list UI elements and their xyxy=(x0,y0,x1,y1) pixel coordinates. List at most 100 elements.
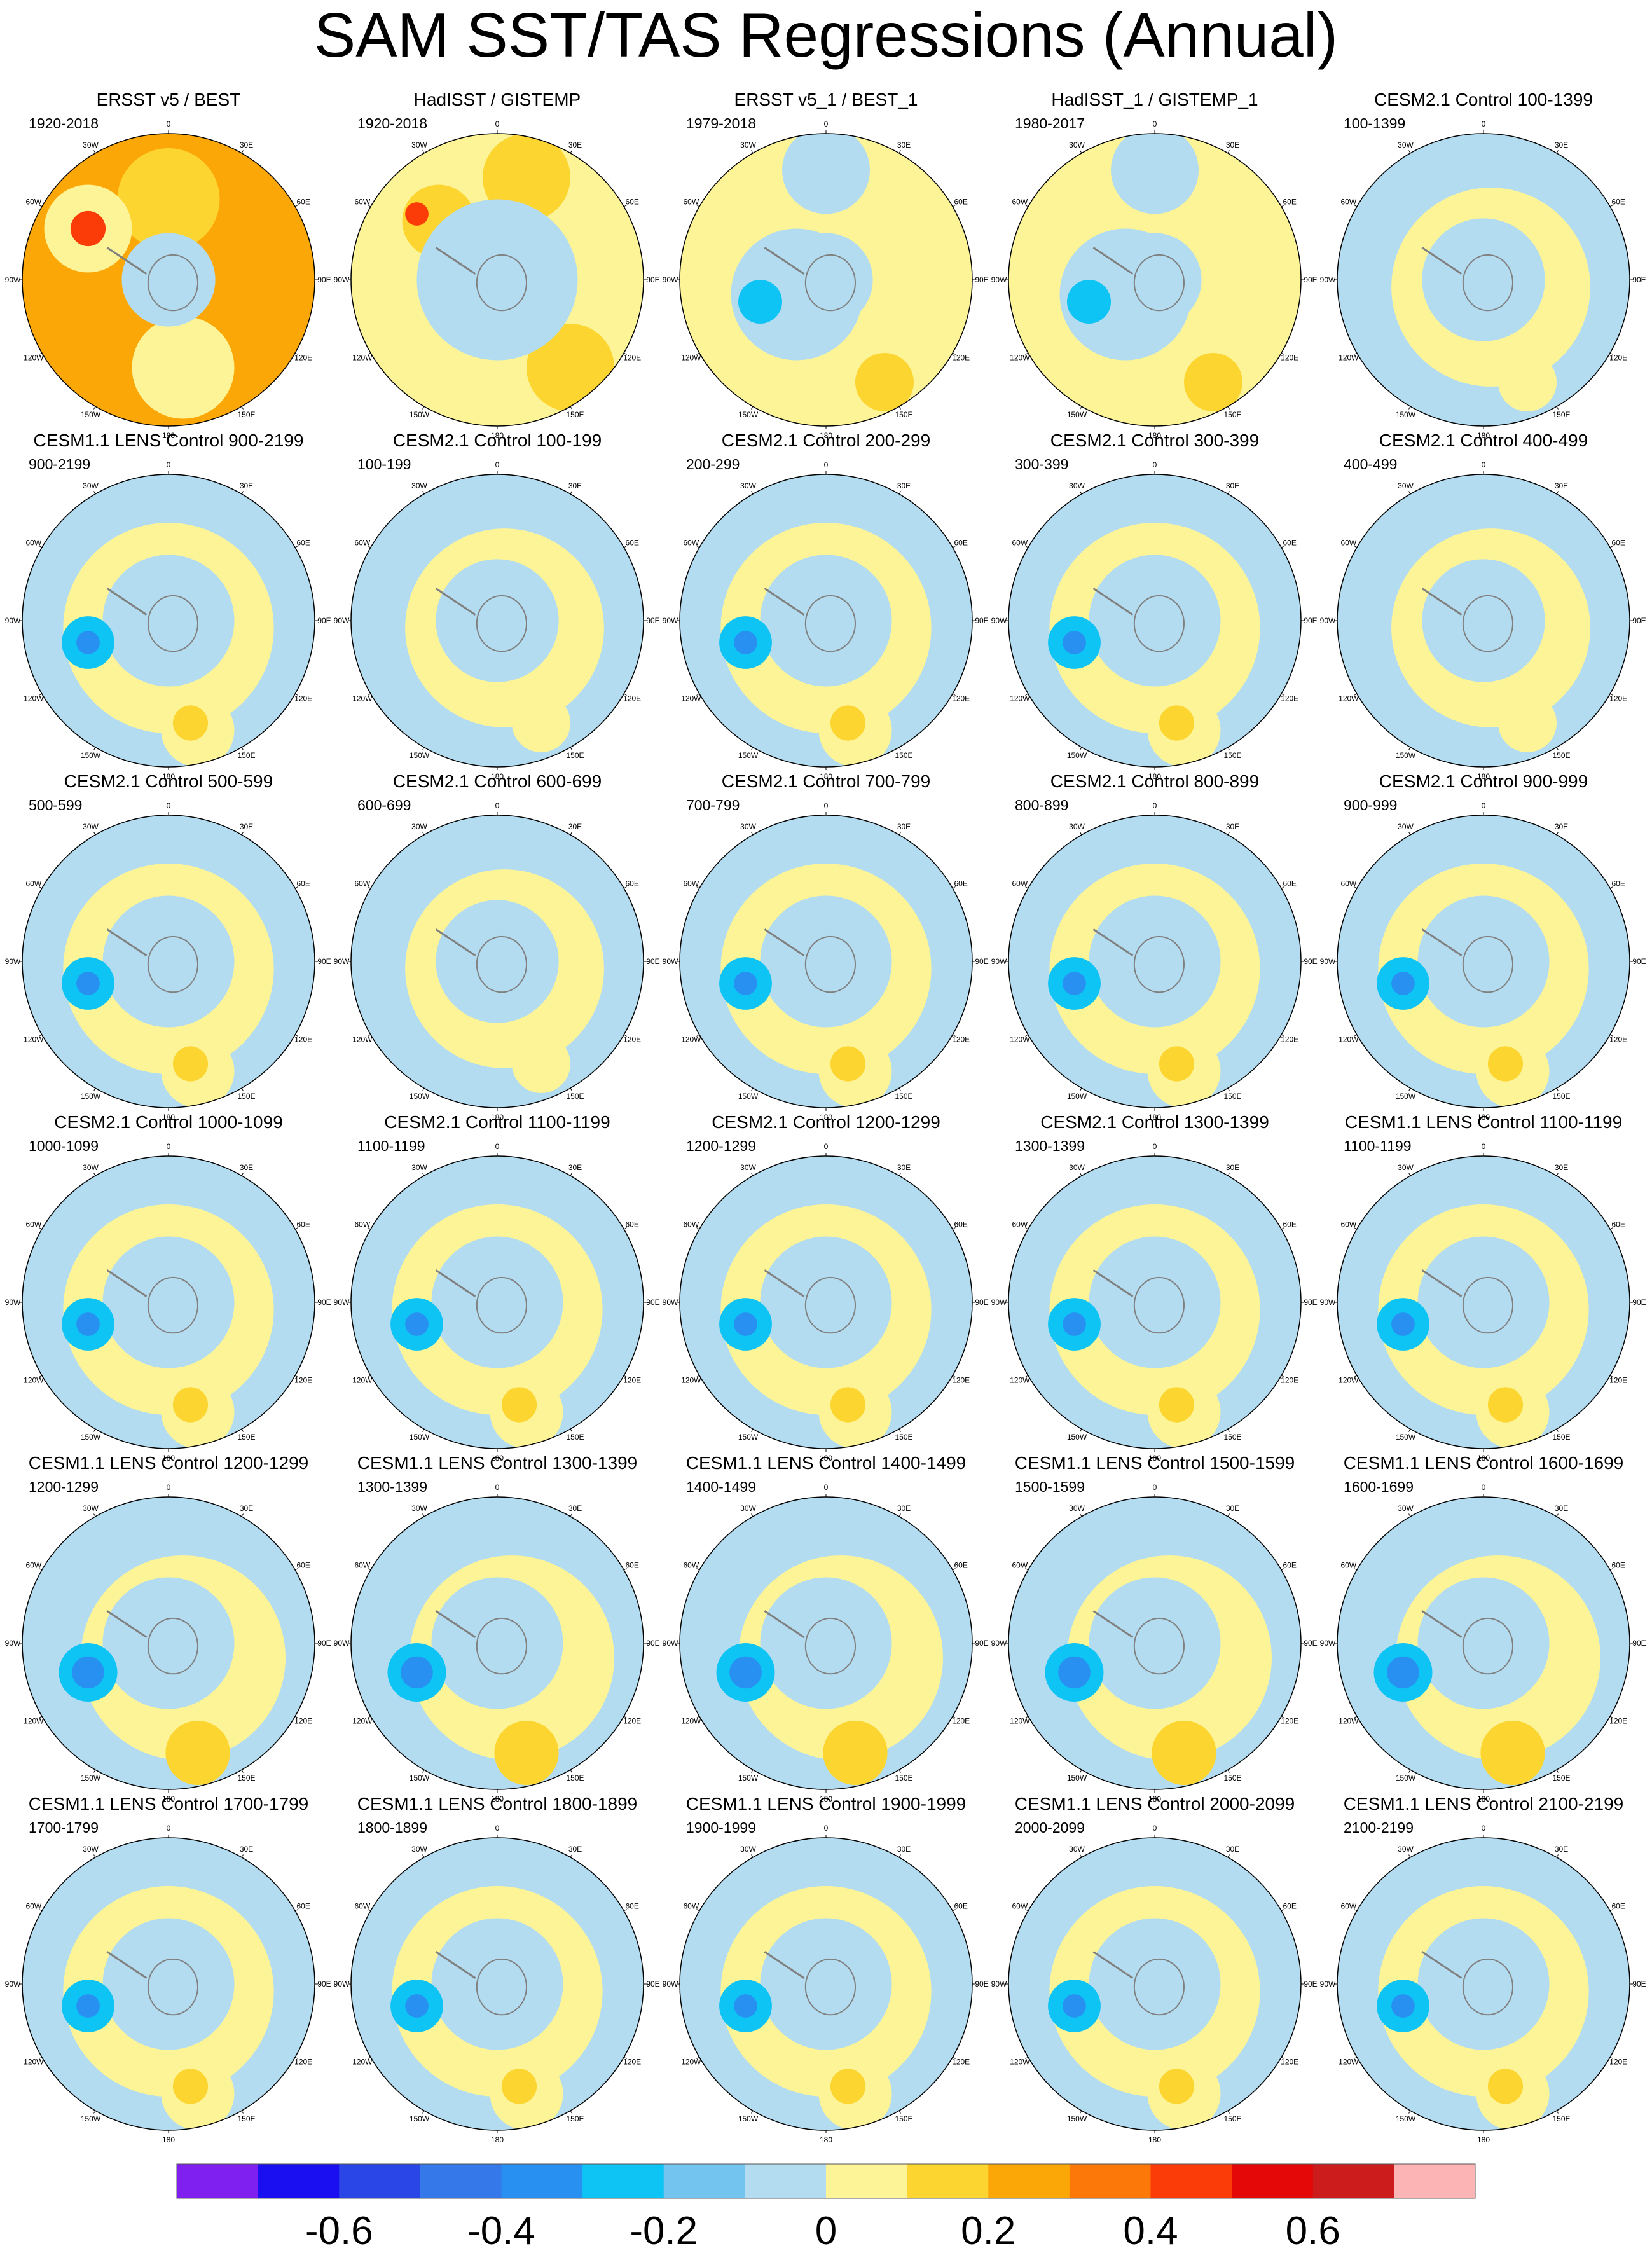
lon-label: 150E xyxy=(895,751,912,760)
anomaly-field xyxy=(1337,1838,1630,2130)
lon-label: 0 xyxy=(495,1142,500,1151)
lon-label: 30W xyxy=(1398,141,1414,149)
lon-tick xyxy=(1354,546,1358,548)
lon-tick xyxy=(1080,2110,1082,2114)
lon-label: 120E xyxy=(1609,2058,1627,2067)
panel-title: CESM2.1 Control 1200-1299 xyxy=(712,1112,940,1132)
lon-label: 30E xyxy=(1226,1845,1239,1854)
lon-label: 0 xyxy=(495,460,500,469)
lon-tick xyxy=(696,1227,700,1230)
lon-label: 60E xyxy=(954,879,967,888)
lon-label: 150E xyxy=(1223,410,1241,419)
lon-label: 120E xyxy=(952,694,970,703)
lon-tick xyxy=(570,406,572,410)
antarctica-outline xyxy=(476,935,528,993)
lon-tick xyxy=(1025,886,1029,889)
lon-label: 90E xyxy=(975,1298,988,1307)
anomaly-field xyxy=(1008,1497,1301,1789)
lon-label: 90W xyxy=(991,957,1007,966)
lon-label: 120E xyxy=(952,2058,970,2067)
lon-label: 60E xyxy=(1611,1561,1625,1570)
lon-tick xyxy=(751,1173,754,1176)
panel-title: CESM1.1 LENS Control 2100-2199 xyxy=(1344,1794,1623,1814)
lon-label: 90E xyxy=(1632,1298,1646,1307)
lon-tick xyxy=(1281,886,1284,889)
lon-label: 120W xyxy=(352,2058,373,2067)
lon-tick xyxy=(1080,406,1082,410)
lon-label: 150W xyxy=(1396,410,1416,419)
lon-label: 150E xyxy=(237,1092,255,1101)
lon-label: 0 xyxy=(1482,801,1486,810)
lon-label: 90W xyxy=(334,1980,350,1988)
lon-label: 120E xyxy=(1281,694,1298,703)
lon-tick xyxy=(241,406,244,410)
lon-tick xyxy=(1354,352,1358,355)
lon-tick xyxy=(623,1716,627,1718)
lon-label: 30W xyxy=(1398,1504,1414,1513)
antarctica-outline xyxy=(1462,595,1513,652)
map-panel: CESM2.1 Control 1100-1199 1100-1199 0 30E 60… xyxy=(334,1112,660,1463)
lon-tick xyxy=(368,1034,371,1037)
lon-tick xyxy=(952,886,956,889)
lon-tick xyxy=(368,1375,371,1377)
lon-label: 30W xyxy=(411,1504,427,1513)
panel-period: 900-2199 xyxy=(29,456,90,472)
lon-tick xyxy=(696,693,700,696)
lon-tick xyxy=(751,1769,754,1773)
lon-label: 180 xyxy=(1148,1113,1161,1122)
lon-tick xyxy=(570,150,572,154)
antarctica-outline xyxy=(804,1958,857,2016)
lon-label: 60W xyxy=(25,539,41,548)
lon-label: 30E xyxy=(568,1504,582,1513)
lon-label: 30E xyxy=(897,1504,911,1513)
lon-tick xyxy=(93,150,96,154)
lon-tick xyxy=(241,747,244,750)
lon-tick xyxy=(39,1909,43,1912)
lon-tick xyxy=(751,747,754,750)
lon-label: 90W xyxy=(663,1298,678,1307)
lon-label: 60W xyxy=(683,1561,699,1570)
lon-tick xyxy=(696,1716,700,1718)
lon-label: 30W xyxy=(411,822,427,831)
lon-tick xyxy=(696,546,700,548)
lon-tick xyxy=(898,491,901,495)
lon-tick xyxy=(1080,1173,1082,1176)
lon-label: 180 xyxy=(491,1795,504,1803)
lon-tick xyxy=(1354,693,1358,696)
lon-tick xyxy=(898,1087,901,1091)
lon-label: 60E xyxy=(954,1220,967,1229)
lon-label: 0 xyxy=(167,1142,171,1151)
lon-label: 180 xyxy=(1477,1113,1490,1122)
lon-tick xyxy=(696,1568,700,1571)
lon-tick xyxy=(952,1909,956,1912)
lon-tick xyxy=(1609,1909,1613,1912)
lon-label: 60W xyxy=(1012,539,1028,548)
lon-label: 180 xyxy=(1148,431,1161,440)
lon-label: 120E xyxy=(1281,2058,1298,2067)
lon-tick xyxy=(422,1854,425,1858)
lon-tick xyxy=(898,832,901,836)
lon-tick xyxy=(696,1909,700,1912)
lon-label: 60W xyxy=(683,879,699,888)
lon-tick xyxy=(1281,2057,1284,2059)
lon-label: 90W xyxy=(5,1298,21,1307)
lon-label: 180 xyxy=(162,1454,175,1463)
lon-label: 90W xyxy=(5,275,21,284)
lon-tick xyxy=(898,150,901,154)
lon-label: 90E xyxy=(646,1298,659,1307)
lon-label: 90E xyxy=(975,616,988,625)
lon-label: 0 xyxy=(495,1483,500,1492)
lon-label: 30W xyxy=(1069,141,1085,149)
lon-label: 90W xyxy=(334,1639,350,1648)
anomaly-field xyxy=(1337,134,1630,426)
anomaly-field xyxy=(1008,1838,1301,2130)
lon-label: 30E xyxy=(897,822,911,831)
anomaly-field xyxy=(680,474,972,767)
lon-label: 120E xyxy=(952,1717,970,1726)
lon-label: 90W xyxy=(5,1980,21,1988)
lon-label: 150E xyxy=(895,1433,912,1442)
anomaly-field xyxy=(351,134,644,426)
colorbar-tick-label: 0 xyxy=(815,2209,837,2246)
lon-tick xyxy=(751,491,754,495)
